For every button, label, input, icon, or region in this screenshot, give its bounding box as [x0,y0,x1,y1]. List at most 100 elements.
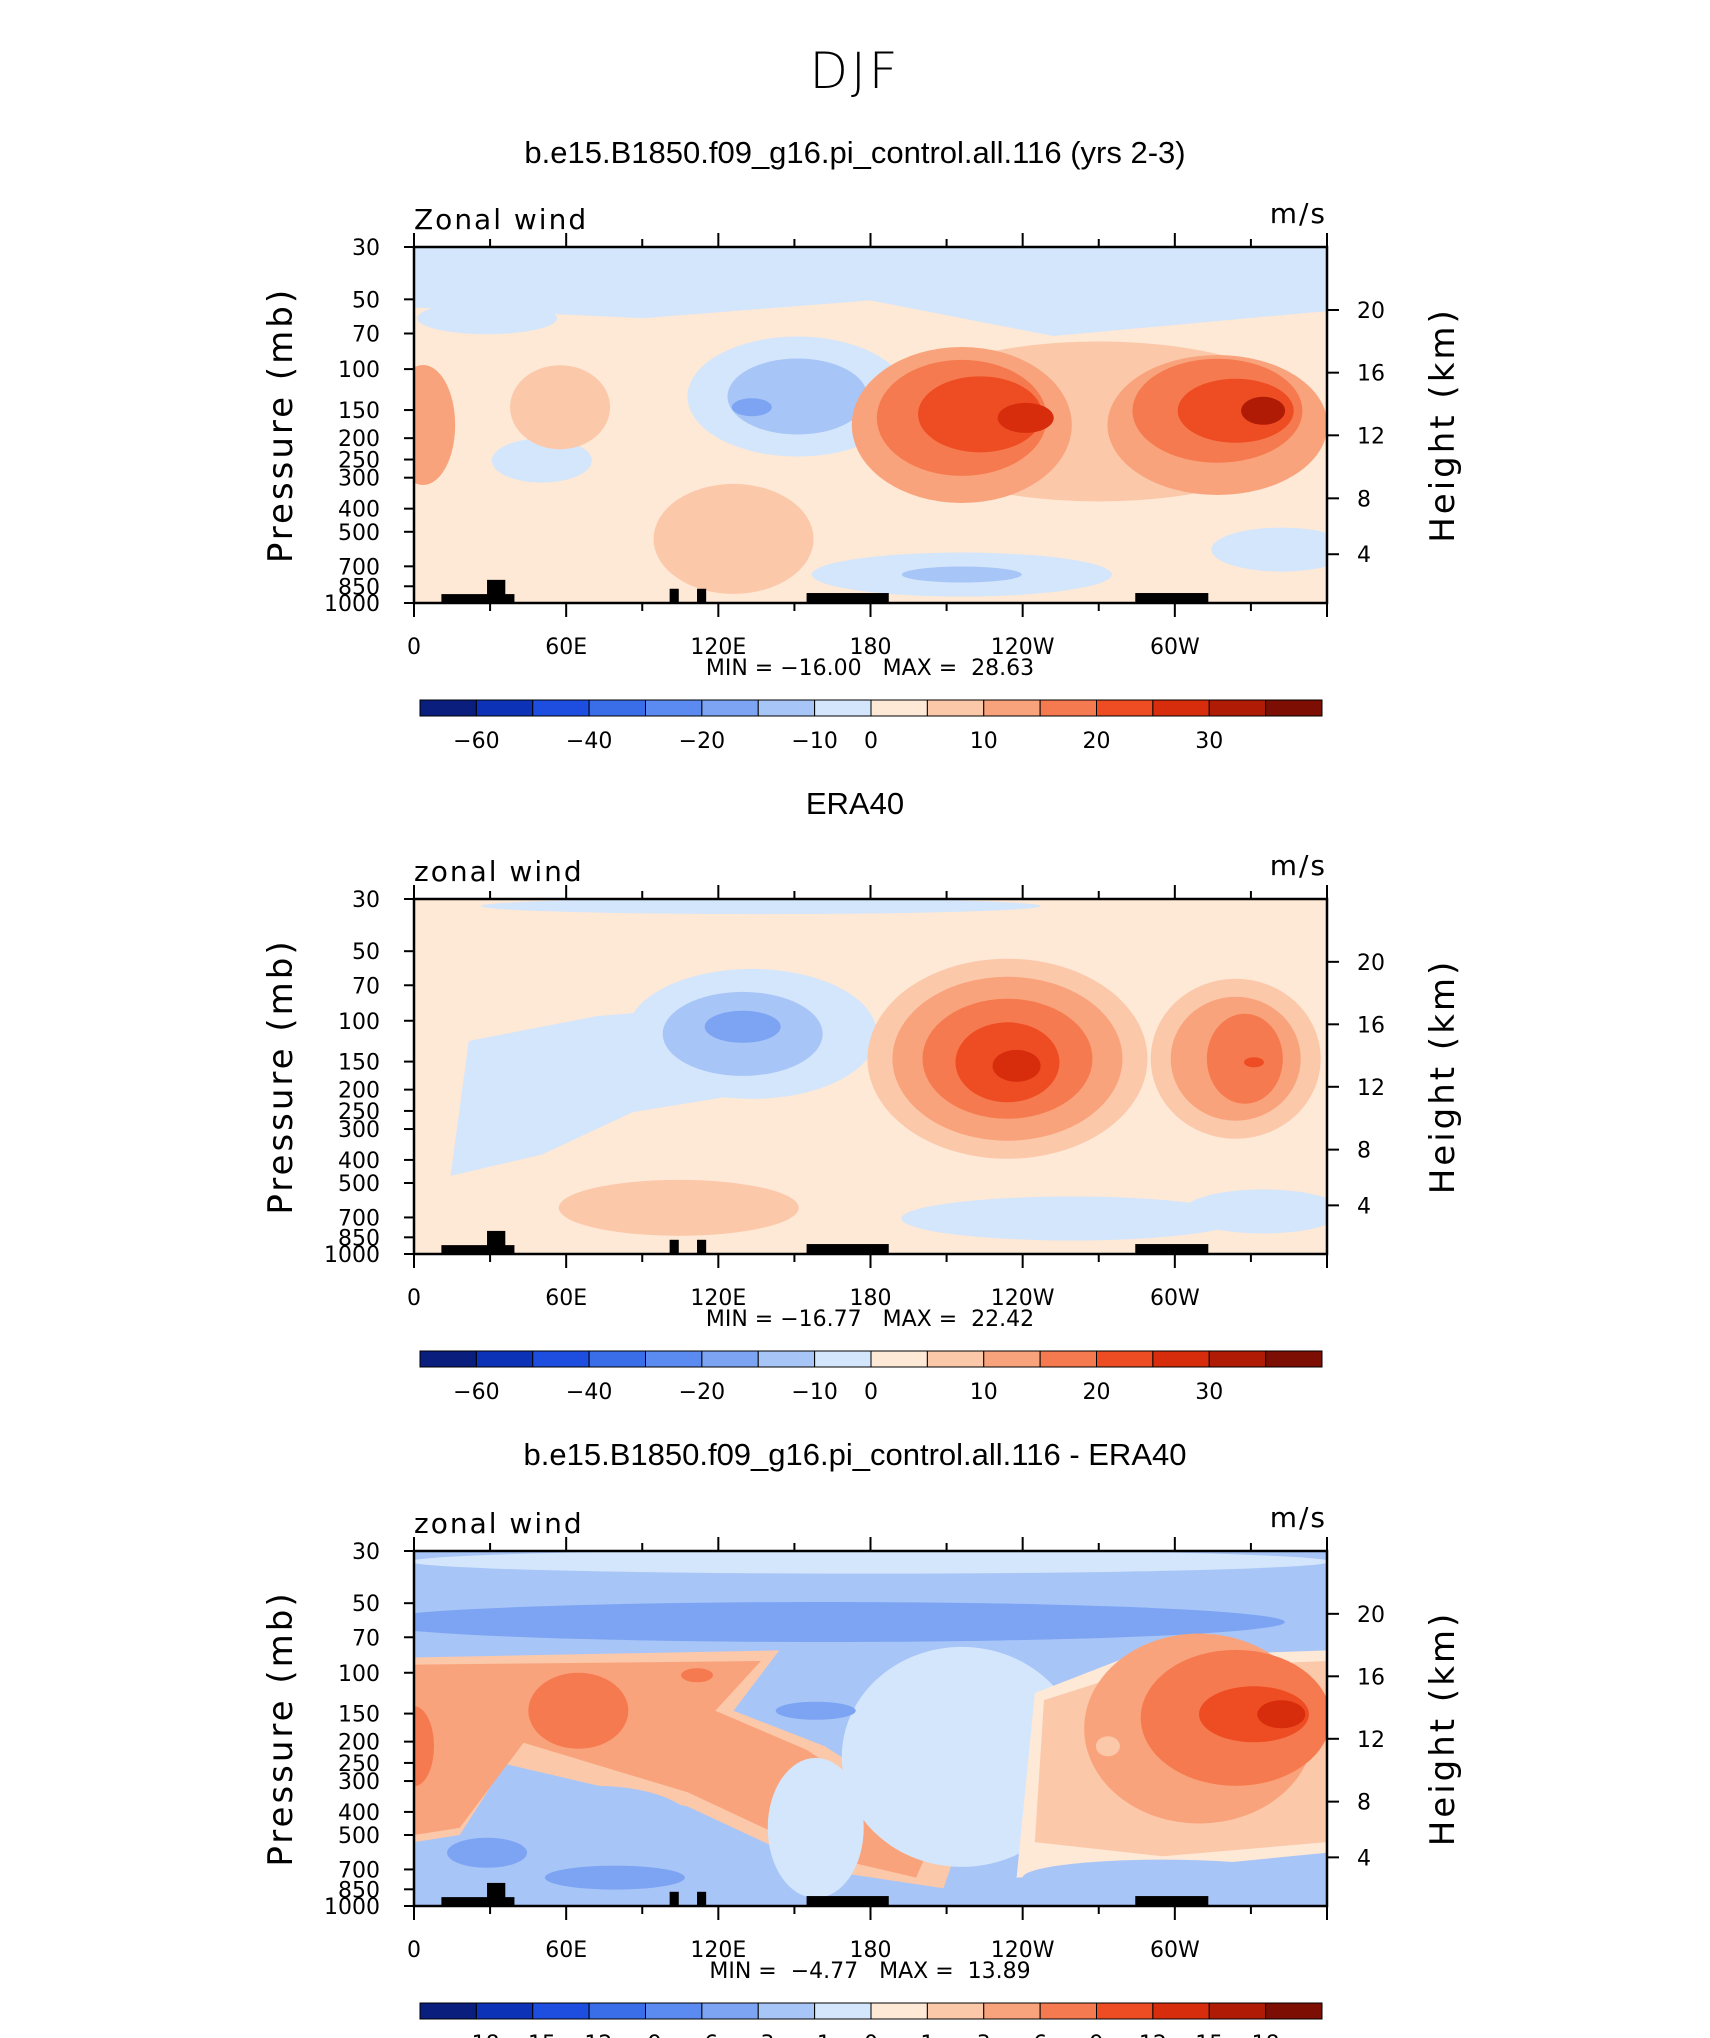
colorbar-swatch [419,699,477,717]
colorbar-swatch [926,1350,985,1368]
pressure-tick-label: 300 [338,467,380,492]
colorbar-swatch [983,2002,1041,2020]
colorbar-tick-label: 9 [1090,2032,1104,2038]
colorbar-tick-label: 10 [970,729,998,754]
colorbar-tick-label: 0 [864,1380,878,1405]
pressure-tick-label: 150 [338,399,380,424]
colorbar-tick-label: 12 [1139,2032,1167,2038]
lon-tick-label: 120W [991,1286,1055,1311]
colorbar-swatch [419,2002,477,2020]
height-tick-label: 16 [1357,362,1385,387]
height-tick-label: 20 [1357,299,1385,324]
figure-title: DJF [809,42,901,100]
pressure-tick-label: 850 [338,1226,380,1251]
pressure-tick-label: 150 [338,1703,380,1728]
pressure-tick-label: 100 [338,1010,380,1035]
pressure-tick-label: 50 [352,288,380,313]
topography-block [487,579,506,603]
height-tick-label: 8 [1357,487,1371,512]
units-label: m/s [1270,849,1327,882]
units-label: m/s [1270,1501,1327,1534]
variable-label: zonal wind [414,855,584,888]
colorbar-swatch [1208,2002,1267,2020]
colorbar-swatch [870,1350,928,1368]
lon-tick-label: 120E [690,635,746,660]
lon-tick-label: 60W [1150,635,1200,660]
topography-block [697,1891,707,1906]
colorbar-tick-label: 20 [1083,729,1111,754]
lon-tick-label: 180 [850,635,892,660]
field-contour [496,1785,697,1870]
colorbar-swatch [1265,1350,1323,1368]
colorbar: −60 −40 −20 −10 0 10 20 30 [419,1350,1323,1405]
field-contour [901,566,1022,583]
field-contour [1198,1686,1309,1743]
height-tick-label: 12 [1357,424,1385,449]
topography-block [487,1230,506,1254]
pressure-tick-label: 30 [352,1540,380,1565]
contour-field [414,899,1327,1254]
height-tick-label: 4 [1357,543,1371,568]
colorbar-swatch [532,1350,590,1368]
colorbar: −60 −40 −20 −10 0 10 20 30 [419,699,1323,754]
colorbar-tick-label: −20 [679,1380,725,1405]
colorbar-tick-label: −40 [566,1380,612,1405]
colorbar-swatch [1208,699,1267,717]
topography-block [697,1239,707,1254]
height-tick-label: 16 [1357,1013,1385,1038]
field-upper-easterly [414,247,1327,336]
field-contour [1243,1057,1264,1068]
colorbar-swatch [926,2002,985,2020]
colorbar-swatch [757,699,816,717]
pressure-tick-label: 100 [338,1662,380,1687]
topography-block [669,1891,679,1906]
pressure-tick-label: 300 [338,1118,380,1143]
field-contour [528,1672,629,1749]
topography-block [1135,593,1209,603]
field-contour [731,398,772,417]
y-axis-title-right: Height (km) [1423,307,1463,543]
topography-block [1135,1244,1209,1254]
pressure-tick-label: 70 [352,1626,380,1651]
field-contour [901,1196,1242,1241]
field-contour [414,365,456,485]
units-label: m/s [1270,197,1327,230]
lon-tick-label: 60W [1150,1938,1200,1963]
field-contour [1095,1736,1120,1757]
colorbar-swatch [757,2002,816,2020]
colorbar-swatch [532,699,590,717]
pressure-tick-label: 400 [338,1801,380,1826]
colorbar-swatch [645,2002,703,2020]
colorbar-tick-label: −40 [566,729,612,754]
contour-field [414,247,1327,603]
pressure-tick-label: 70 [352,974,380,999]
pressure-tick-label: 70 [352,323,380,348]
colorbar-tick-label: 0 [864,2032,878,2038]
colorbar-tick-label: 6 [1033,2032,1047,2038]
colorbar-swatch [475,699,534,717]
colorbar-tick-label: −10 [791,1380,837,1405]
pressure-tick-label: 400 [338,498,380,523]
topography-block [669,1239,679,1254]
y-axis-title-right: Height (km) [1423,959,1463,1195]
contour-field [414,1551,1327,1906]
colorbar-tick-label: 10 [970,1380,998,1405]
field-contour [1241,396,1286,425]
pressure-tick-label: 200 [338,1079,380,1104]
pressure-tick-label: 1000 [324,1243,380,1268]
panel-1-title: b.e15.B1850.f09_g16.pi_control.all.116 (… [524,135,1186,170]
y-axis-title: Pressure (mb) [261,1590,301,1866]
lon-tick-label: 180 [850,1286,892,1311]
pressure-tick-label: 700 [338,555,380,580]
pressure-tick-label: 30 [352,236,380,261]
pressure-tick-label: 700 [338,1206,380,1231]
colorbar-tick-label: −6 [686,2032,718,2038]
lon-tick-label: 60W [1150,1286,1200,1311]
height-tick-label: 20 [1357,951,1385,976]
field-contour [447,1837,528,1868]
variable-label: zonal wind [414,1507,584,1540]
colorbar-swatch [588,699,646,717]
pressure-tick-label: 250 [338,449,380,474]
pressure-tick-label: 400 [338,1149,380,1174]
height-tick-label: 4 [1357,1846,1371,1871]
